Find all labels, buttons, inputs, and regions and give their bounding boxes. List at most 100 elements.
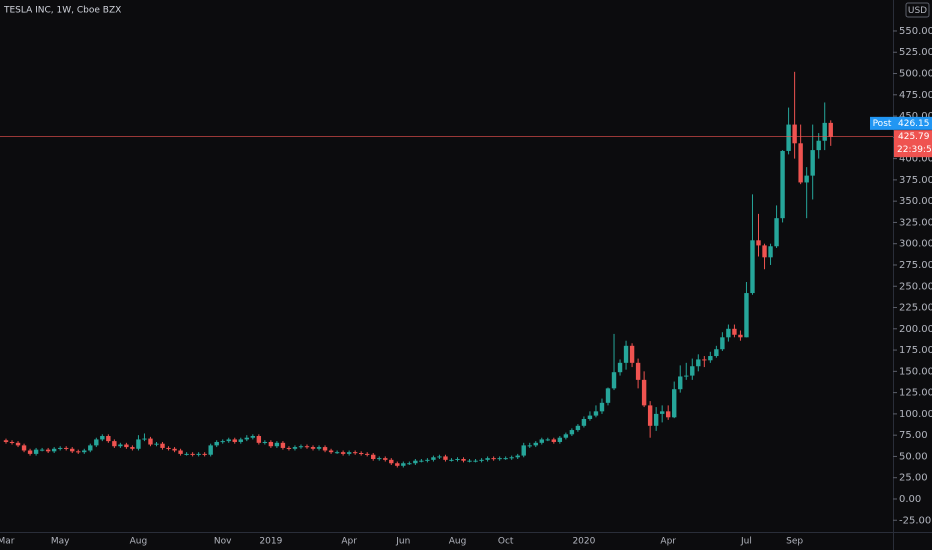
candle-body: [395, 463, 400, 466]
candle-body: [340, 452, 346, 454]
post-label: Post: [873, 119, 892, 129]
candle-body: [208, 445, 213, 455]
candle-body: [611, 372, 617, 389]
candle-body: [539, 439, 544, 443]
candle-body: [401, 463, 406, 466]
candle-body: [256, 436, 262, 443]
candle-body: [449, 459, 454, 461]
y-tick-label: 375.00: [899, 175, 932, 186]
candle-body: [15, 442, 21, 446]
chart-title: TESLA INC, 1W, Cboe BZX: [3, 6, 121, 16]
x-tick-label: Nov: [214, 537, 232, 547]
candle-body: [714, 349, 719, 357]
candle-body: [232, 439, 237, 442]
candle-body: [732, 328, 737, 335]
candle-body: [599, 402, 605, 412]
x-tick-label: May: [51, 537, 70, 547]
candle-body: [750, 240, 755, 294]
candle-body: [389, 459, 394, 464]
candle-body: [581, 418, 587, 426]
candle-body: [3, 440, 9, 442]
candle-body: [383, 458, 388, 460]
candle-body: [154, 443, 159, 445]
currency-box[interactable]: [905, 2, 930, 18]
candle-body: [557, 437, 563, 442]
x-tick-label: Aug: [130, 537, 148, 547]
candle-body: [27, 450, 33, 454]
candle-body: [702, 359, 707, 361]
candle-body: [268, 441, 274, 447]
candle-body: [804, 175, 809, 183]
candle-body: [479, 459, 484, 461]
candle-body: [226, 439, 231, 442]
candle-body: [310, 447, 316, 449]
x-tick-label: Apr: [341, 537, 357, 547]
x-tick-label: Jun: [395, 537, 410, 547]
y-tick-label: 0.00: [899, 494, 921, 505]
candle-body: [822, 122, 827, 141]
currency[interactable]: USD: [908, 6, 927, 16]
candle-body: [756, 240, 761, 246]
candle-body: [106, 436, 111, 442]
candle-body: [816, 140, 821, 151]
y-tick-label: 400.00: [899, 154, 932, 165]
candle-body: [647, 405, 653, 426]
candle-body: [130, 447, 135, 449]
candle-body: [190, 453, 195, 455]
candle-body: [202, 453, 207, 455]
candle-body: [696, 359, 701, 367]
y-tick-label: -25.00: [899, 515, 931, 526]
y-tick-label: 525.00: [899, 47, 932, 58]
candle-body: [473, 460, 478, 462]
candle-body: [94, 439, 99, 446]
candle-body: [828, 122, 833, 137]
candle-body: [587, 415, 593, 419]
candle-body: [738, 334, 743, 338]
candle-body: [57, 447, 63, 449]
candle-body: [220, 441, 225, 443]
candle-body: [371, 454, 376, 459]
candle-body: [503, 458, 508, 460]
candle-body: [563, 434, 569, 438]
candle-body: [172, 448, 177, 451]
candle-body: [467, 460, 472, 462]
candle-body: [780, 150, 785, 219]
candle-body: [762, 245, 767, 258]
candle-body: [551, 439, 557, 442]
x-tick-label: Apr: [660, 537, 676, 547]
y-tick-label: 550.00: [899, 26, 932, 37]
candle-body: [527, 445, 532, 447]
candle-body: [708, 356, 713, 361]
x-tick-label: 2019: [259, 537, 282, 547]
candle-body: [605, 388, 611, 403]
post-price: 426.15: [898, 119, 930, 129]
candle-body: [214, 441, 219, 446]
candle-body: [184, 453, 189, 455]
candle-body: [244, 437, 249, 440]
candle-body: [160, 443, 165, 448]
candle-body: [298, 446, 304, 448]
candle-body: [672, 389, 677, 418]
candle-body: [720, 337, 725, 350]
candle-body: [148, 438, 153, 445]
candle-body: [100, 436, 105, 440]
candle-body: [316, 447, 322, 449]
candle-body: [623, 345, 629, 363]
candle-body: [684, 375, 689, 377]
candle-body: [51, 448, 57, 452]
candle-body: [431, 457, 436, 460]
y-tick-label: 275.00: [899, 260, 932, 271]
candle-body: [142, 438, 147, 440]
candle-body: [774, 218, 779, 247]
candle-body: [593, 411, 599, 416]
candle-body: [666, 411, 671, 418]
candle-body: [377, 458, 382, 460]
candle-body: [798, 143, 803, 183]
candle-body: [250, 436, 256, 438]
candle-body: [443, 456, 448, 460]
candle-body: [70, 448, 75, 452]
candle-body: [352, 452, 358, 454]
y-tick-label: 325.00: [899, 217, 932, 228]
candle-body: [678, 376, 683, 390]
